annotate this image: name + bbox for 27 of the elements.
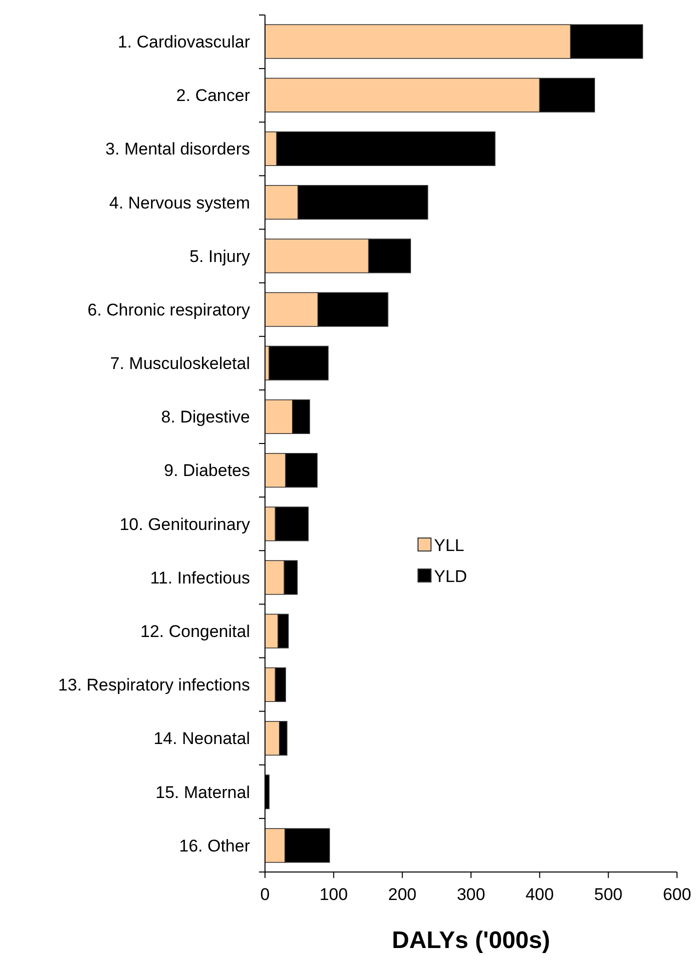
y-tick-label: 10. Genitourinary bbox=[120, 514, 250, 534]
y-tick-label: 5. Injury bbox=[190, 246, 250, 266]
y-tick-label: 12. Congenital bbox=[140, 622, 250, 642]
y-tick-label: 11. Infectious bbox=[150, 568, 250, 588]
x-tick-label: 200 bbox=[388, 885, 417, 904]
y-tick-label: 13. Respiratory infections bbox=[58, 676, 250, 695]
y-tick-label: 2. Cancer bbox=[176, 86, 250, 106]
y-tick-label: 1. Cardiovascular bbox=[118, 32, 250, 52]
y-tick-label: 9. Diabetes bbox=[164, 461, 250, 480]
y-tick-label: 16. Other bbox=[179, 836, 250, 856]
bar bbox=[268, 346, 329, 380]
y-tick-label: 6. Chronic respiratory bbox=[87, 300, 250, 320]
x-tick-label: 400 bbox=[525, 885, 554, 904]
x-axis-title: DALYs ('000s) bbox=[392, 927, 550, 954]
x-tick-label: 0 bbox=[260, 885, 270, 904]
x-tick-label: 100 bbox=[319, 885, 348, 904]
x-tick-label: 600 bbox=[662, 885, 692, 904]
y-tick-label: 8. Digestive bbox=[161, 408, 250, 427]
legend-label: YLL bbox=[434, 536, 464, 555]
y-tick-label: 3. Mental disorders bbox=[105, 140, 250, 159]
legend-label: YLD bbox=[434, 566, 468, 586]
y-tick-label: 7. Musculoskeletal bbox=[110, 354, 250, 374]
x-tick-label: 500 bbox=[594, 885, 623, 904]
x-tick-label: 300 bbox=[456, 885, 486, 904]
y-tick-label: 14. Neonatal bbox=[154, 729, 250, 748]
y-tick-label: 4. Nervous system bbox=[109, 193, 250, 212]
y-tick-label: 15. Maternal bbox=[156, 782, 250, 802]
